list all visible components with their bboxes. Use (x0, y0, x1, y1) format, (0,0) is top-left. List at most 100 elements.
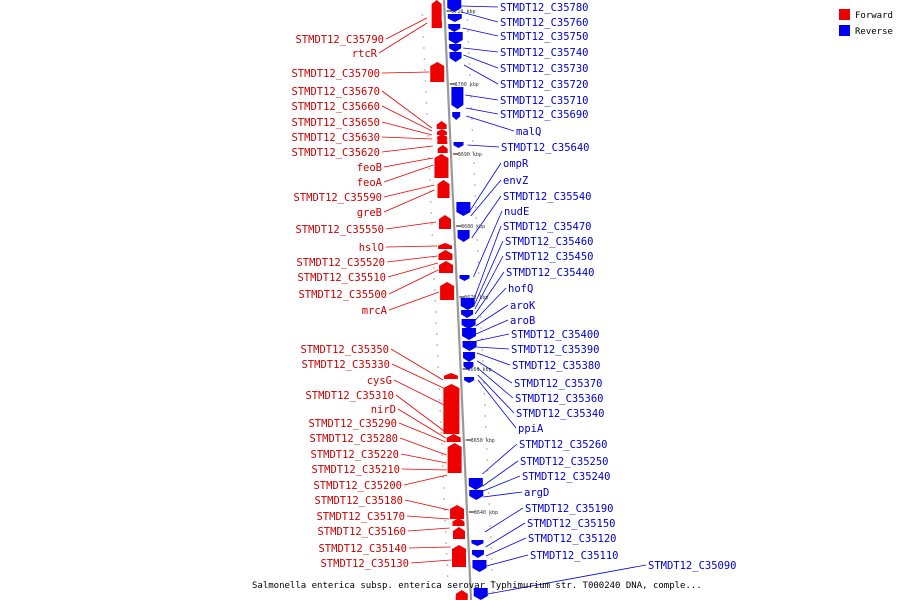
forward-gene-label: STMDT12_C35620 (291, 147, 380, 159)
reverse-connector (474, 255, 504, 310)
forward-gene-label: greB (357, 207, 382, 219)
forward-gene-label: STMDT12_C35700 (291, 68, 380, 80)
forward-gene-15 (440, 282, 455, 300)
reverse-gene-label: argD (524, 487, 549, 499)
forward-gene-label: STMDT12_C35220 (310, 449, 399, 461)
forward-gene-14 (439, 261, 454, 273)
reverse-connector (482, 443, 518, 475)
reverse-connector (486, 554, 529, 567)
reverse-gene-label: STMDT12_C35450 (505, 251, 594, 263)
reverse-gene-label: STMDT12_C35370 (514, 378, 603, 390)
forward-gene-label: STMDT12_C35550 (295, 224, 384, 236)
reverse-gene-label: STMDT12_C35750 (500, 31, 589, 43)
forward-connector (390, 348, 444, 381)
reverse-connector (461, 5, 499, 8)
kbp-tick-label: 3660 kbp (468, 367, 492, 373)
reverse-connector (463, 54, 499, 69)
forward-connector (386, 255, 438, 263)
reverse-gene-label: STMDT12_C35360 (515, 393, 604, 405)
forward-connector (381, 145, 433, 153)
gene-features (430, 0, 488, 600)
forward-gene-label: STMDT12_C35180 (314, 495, 403, 507)
sequence-caption: Salmonella enterica subsp. enterica sero… (252, 581, 702, 591)
reverse-gene-12 (460, 298, 475, 310)
forward-gene-21 (452, 518, 465, 526)
reverse-gene-16 (462, 341, 477, 351)
kbp-tick-label: 3670 kbp (464, 295, 488, 301)
reverse-gene-label: ppiA (518, 423, 544, 435)
forward-gene-19 (447, 443, 462, 473)
forward-gene-label: STMDT12_C35590 (293, 192, 382, 204)
forward-connector (381, 90, 432, 129)
forward-connector (399, 437, 447, 456)
forward-gene-2 (430, 62, 445, 82)
forward-gene-label: STMDT12_C35660 (291, 101, 380, 113)
reverse-gene-label: hofQ (508, 283, 533, 295)
reverse-gene-17 (463, 352, 476, 362)
reverse-connector (465, 107, 499, 115)
reverse-gene-label: STMDT12_C35150 (527, 518, 616, 530)
reverse-connector (476, 333, 510, 342)
reverse-connector (461, 11, 499, 23)
forward-connector (381, 71, 430, 74)
reverse-gene-24 (472, 560, 487, 572)
forward-gene-4 (436, 129, 447, 135)
reverse-connector (474, 240, 504, 305)
forward-gene-label: STMDT12_C35330 (301, 359, 390, 371)
forward-connector (381, 136, 433, 140)
forward-gene-label: cysG (367, 375, 392, 387)
tick-marks: 3710 kbp 3700 kbp 3690 kbp 3680 kbp 3670 kbp… (421, 9, 498, 593)
forward-connector (383, 157, 434, 168)
reverse-connector (485, 522, 526, 548)
reverse-gene-0 (447, 0, 462, 12)
forward-gene-6 (437, 138, 448, 144)
reverse-connector (477, 374, 515, 414)
forward-gene-label: STMDT12_C35140 (318, 543, 407, 555)
reverse-connector (466, 115, 515, 132)
forward-connector (387, 262, 438, 278)
reverse-gene-label: STMDT12_C35780 (500, 2, 589, 14)
forward-gene-label: STMDT12_C35500 (298, 289, 387, 301)
forward-gene-1 (432, 18, 443, 28)
forward-connector (398, 422, 447, 443)
reverse-gene-label: STMDT12_C35690 (500, 109, 589, 121)
forward-connector (408, 546, 451, 549)
forward-gene-3 (436, 121, 447, 129)
reverse-connector (477, 379, 517, 429)
reverse-connector (476, 352, 511, 366)
kbp-tick-label: 3700 kbp (455, 82, 479, 88)
reverse-gene-label: STMDT12_C35640 (501, 142, 590, 154)
forward-connector (393, 379, 445, 406)
reverse-connector (476, 346, 510, 350)
reverse-gene-10 (457, 230, 470, 242)
reverse-gene-label: envZ (503, 175, 528, 187)
reverse-connector (487, 564, 647, 595)
forward-gene-label: STMDT12_C35670 (291, 86, 380, 98)
forward-connector (406, 515, 450, 520)
reverse-gene-label: STMDT12_C35760 (500, 17, 589, 29)
forward-gene-label: mrcA (362, 305, 388, 317)
reverse-gene-23 (471, 550, 484, 558)
forward-connector (383, 184, 435, 198)
forward-gene-label: STMDT12_C35520 (296, 257, 385, 269)
reverse-gene-22 (471, 540, 484, 546)
reverse-gene-label: STMDT12_C35470 (503, 221, 592, 233)
reverse-gene-label: aroB (510, 315, 535, 327)
forward-gene-label: STMDT12_C35130 (320, 558, 409, 570)
reverse-gene-label: STMDT12_C35720 (500, 79, 589, 91)
legend: Forward Reverse (839, 9, 893, 37)
forward-gene-label: STMDT12_C35350 (300, 344, 389, 356)
legend-reverse-swatch (839, 25, 850, 36)
forward-gene-24 (455, 590, 468, 600)
forward-connector (383, 189, 435, 213)
reverse-gene-label: STMDT12_C35190 (525, 503, 614, 515)
kbp-tick-label: 3690 kbp (458, 152, 482, 158)
forward-gene-12 (438, 243, 453, 249)
forward-gene-10 (439, 188, 450, 194)
forward-connector (383, 164, 434, 183)
reverse-connector (470, 179, 502, 217)
forward-gene-label: STMDT12_C35160 (317, 526, 406, 538)
reverse-gene-15 (462, 328, 477, 340)
forward-connector (395, 394, 446, 433)
